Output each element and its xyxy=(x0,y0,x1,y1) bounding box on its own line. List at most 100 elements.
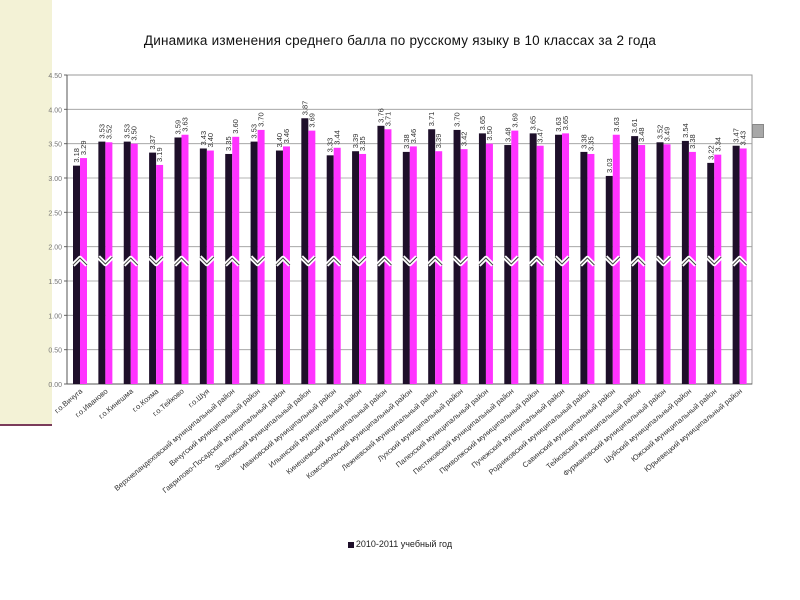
data-label-series-1: 3.61 xyxy=(630,119,639,134)
bar-series-2 xyxy=(409,146,417,384)
data-label-series-1: 3.38 xyxy=(579,134,588,149)
data-label-series-1: 3.37 xyxy=(148,135,157,150)
axis-break-mark-outline xyxy=(123,257,139,266)
bar-series-1 xyxy=(605,175,613,384)
data-label-series-2: 3.40 xyxy=(206,133,215,148)
bar-series-1 xyxy=(225,153,233,384)
chart-legend: 2010-2011 учебный год xyxy=(0,539,800,549)
data-label-series-1: 3.43 xyxy=(199,131,208,146)
y-tick-label: 0.00 xyxy=(48,382,62,389)
data-label-series-1: 3.53 xyxy=(250,124,259,139)
data-label-series-2: 3.34 xyxy=(713,137,722,152)
data-label-series-1: 3.22 xyxy=(706,145,715,160)
data-label-series-2: 3.65 xyxy=(561,116,570,131)
axis-break-mark-outline xyxy=(529,257,545,266)
bar-series-1 xyxy=(275,150,283,384)
data-label-series-2: 3.35 xyxy=(586,136,595,151)
data-label-series-1: 3.76 xyxy=(376,108,385,123)
data-label-series-1: 3.38 xyxy=(402,134,411,149)
bar-series-1 xyxy=(402,151,410,384)
axis-break-mark-outline xyxy=(706,256,722,265)
data-label-series-2: 3.63 xyxy=(612,117,621,132)
data-label-series-2: 3.46 xyxy=(409,129,418,144)
data-label-series-2: 3.39 xyxy=(434,134,443,149)
bar-series-1 xyxy=(428,129,436,384)
axis-break-mark-outline xyxy=(478,257,494,266)
scrollbar-handle[interactable] xyxy=(752,124,764,138)
bar-series-1 xyxy=(199,148,207,384)
bar-series-2 xyxy=(688,151,696,384)
data-label-series-2: 3.44 xyxy=(333,130,342,145)
data-label-series-2: 3.48 xyxy=(637,127,646,142)
data-label-series-1: 3.59 xyxy=(173,120,182,135)
axis-break-mark-outline xyxy=(681,257,697,266)
axis-break-mark-outline xyxy=(377,257,392,266)
legend-swatch-series-1 xyxy=(347,541,354,548)
bar-series-1 xyxy=(149,152,157,384)
bar-series-1 xyxy=(453,129,461,384)
data-label-series-2: 3.49 xyxy=(663,127,672,142)
axis-break-mark-outline xyxy=(732,257,747,266)
y-tick-label: 1.00 xyxy=(48,313,62,320)
bar-series-2 xyxy=(156,164,164,384)
data-label-series-2: 3.35 xyxy=(358,136,367,151)
data-label-series-1: 3.18 xyxy=(72,148,81,163)
y-tick-label: 4.50 xyxy=(48,73,62,80)
data-label-series-1: 3.47 xyxy=(732,128,741,143)
data-label-series-2: 3.71 xyxy=(383,112,392,127)
data-label-series-1: 3.03 xyxy=(605,158,614,173)
axis-break-mark-outline xyxy=(250,256,265,265)
data-label-series-1: 3.53 xyxy=(97,124,106,139)
data-label-series-1: 3.54 xyxy=(681,123,690,138)
bar-series-2 xyxy=(587,153,595,384)
y-tick-label: 3.50 xyxy=(48,142,62,149)
bar-series-2 xyxy=(257,129,265,384)
bar-series-2 xyxy=(714,154,722,384)
axis-break-mark-outline xyxy=(427,257,443,266)
data-label-series-1: 3.52 xyxy=(656,125,665,140)
bar-series-2 xyxy=(536,145,544,384)
bar-series-1 xyxy=(732,145,740,384)
bar-series-1 xyxy=(377,125,385,385)
y-tick-label: 2.50 xyxy=(48,210,62,217)
data-label-series-2: 3.69 xyxy=(307,113,316,128)
bar-series-2 xyxy=(511,130,519,384)
bar-series-1 xyxy=(326,155,334,384)
axis-break-mark-outline xyxy=(605,256,621,265)
data-label-series-1: 3.65 xyxy=(529,116,538,131)
bar-series-1 xyxy=(73,165,80,384)
data-label-series-2: 3.43 xyxy=(739,131,748,146)
axis-break-mark-outline xyxy=(224,257,240,266)
y-tick-label: 3.00 xyxy=(48,176,62,183)
data-label-series-2: 3.29 xyxy=(79,140,88,155)
bar-series-2 xyxy=(663,144,671,384)
data-label-series-1: 3.70 xyxy=(453,112,462,127)
axis-break-mark-outline xyxy=(174,257,189,266)
data-label-series-2: 3.63 xyxy=(180,117,189,132)
bar-series-2 xyxy=(460,149,468,384)
data-label-series-2: 3.70 xyxy=(257,112,266,127)
axis-break-mark-outline xyxy=(402,256,418,265)
bar-series-2 xyxy=(282,146,290,384)
data-label-series-2: 3.46 xyxy=(282,129,291,144)
axis-break-mark-outline xyxy=(630,257,646,266)
data-label-series-1: 3.40 xyxy=(275,133,284,148)
y-tick-label: 2.00 xyxy=(48,245,62,252)
axis-break-mark-outline xyxy=(275,257,291,266)
axis-break-mark-outline xyxy=(148,256,164,265)
axis-break-mark-outline xyxy=(72,257,88,266)
bar-series-1 xyxy=(352,151,360,384)
chart-title: Динамика изменения среднего балла по рус… xyxy=(143,33,657,48)
bar-series-1 xyxy=(707,162,715,384)
data-label-series-2: 3.50 xyxy=(485,126,494,141)
y-tick-label: 4.00 xyxy=(48,107,62,114)
axis-break-mark-outline xyxy=(453,256,468,265)
data-label-series-1: 3.53 xyxy=(123,124,132,139)
bar-series-1 xyxy=(580,151,588,384)
axis-break-mark-outline xyxy=(300,256,316,265)
axis-break-mark-outline xyxy=(351,256,367,265)
data-label-series-2: 3.38 xyxy=(688,134,697,149)
y-tick-label: 0.50 xyxy=(48,348,62,355)
y-tick-label: 1.50 xyxy=(48,279,62,286)
